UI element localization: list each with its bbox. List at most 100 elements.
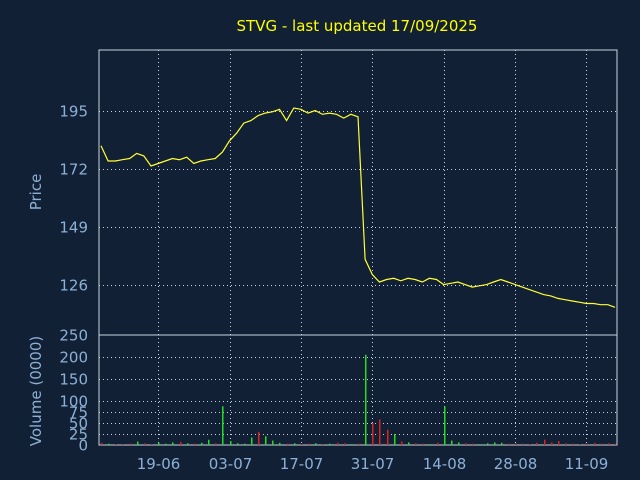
volume-bar (215, 443, 217, 445)
volume-bar (579, 444, 581, 445)
volume-bar (601, 443, 603, 445)
volume-bar (401, 441, 403, 445)
volume-bar (230, 441, 232, 445)
volume-bar (308, 443, 310, 445)
price-tick-labels: 195 172 149 126 (59, 103, 88, 295)
x-tick-label: 14-08 (423, 455, 467, 473)
volume-bar (394, 434, 396, 445)
volume-bar (194, 443, 196, 445)
x-tick-label: 11-09 (565, 455, 609, 473)
volume-bar (322, 444, 324, 445)
volume-bar (515, 443, 517, 445)
volume-bar (101, 442, 103, 445)
volume-tick-label: 200 (59, 349, 88, 367)
volume-bar (315, 443, 317, 445)
volume-bar (344, 443, 346, 445)
volume-tick-label: 150 (59, 371, 88, 389)
x-tick-label: 17-07 (280, 455, 324, 473)
volume-bar (237, 443, 239, 445)
volume-bar (180, 441, 182, 445)
volume-bar (615, 443, 617, 445)
volume-bar (586, 443, 588, 445)
volume-bar (115, 444, 117, 445)
volume-bar (130, 443, 132, 445)
price-line (100, 107, 616, 308)
volume-bar (244, 443, 246, 445)
volume-bar (379, 419, 381, 445)
volume-bar (294, 443, 296, 445)
volume-bar (465, 443, 467, 445)
volume-bar (508, 443, 510, 445)
volume-bar (279, 442, 281, 445)
volume-bar (151, 444, 153, 445)
volume-bar (172, 442, 174, 445)
volume-bar (572, 443, 574, 445)
volume-bar (158, 442, 160, 445)
price-tick-label: 126 (59, 277, 88, 295)
price-axis-label: Price (27, 174, 45, 211)
volume-bar (415, 443, 417, 445)
volume-bar (108, 443, 110, 445)
price-tick-label: 172 (59, 161, 88, 179)
price-tick-label: 195 (59, 103, 88, 121)
x-tick-label: 31-07 (351, 455, 395, 473)
volume-axis-label: Volume (0000) (27, 336, 45, 446)
volume-bar (487, 443, 489, 445)
price-tick-label: 149 (59, 219, 88, 237)
volume-bar (408, 442, 410, 445)
volume-bar (479, 444, 481, 445)
volume-bar (337, 442, 339, 445)
volume-bar (551, 442, 553, 445)
volume-bar (536, 442, 538, 445)
volume-tick-label: 250 (59, 327, 88, 345)
x-tick-label: 28-08 (494, 455, 538, 473)
volume-bar (329, 443, 331, 445)
volume-bar (251, 437, 253, 445)
volume-bar (287, 443, 289, 445)
volume-bar (372, 423, 374, 445)
volume-bar (544, 439, 546, 445)
volume-tick-label: 0 (78, 437, 88, 455)
volume-bar (444, 406, 446, 445)
volume-bar (529, 444, 531, 445)
volume-bar (437, 442, 439, 445)
volume-bar (494, 442, 496, 445)
volume-bar (208, 439, 210, 445)
volume-tick-label: 75 (69, 404, 88, 422)
volume-bar (144, 443, 146, 445)
volume-bar (429, 444, 431, 445)
volume-tick-label: 100 (59, 393, 88, 411)
volume-bar (458, 442, 460, 445)
volume-bar (222, 406, 224, 445)
volume-bars (101, 354, 617, 445)
volume-bar (358, 443, 360, 445)
volume-bar (472, 443, 474, 445)
chart-title: STVG - last updated 17/09/2025 (237, 17, 478, 35)
volume-bar (272, 440, 274, 445)
volume-bar (501, 442, 503, 445)
volume-bar (265, 436, 267, 445)
volume-bar (522, 443, 524, 445)
volume-bar (594, 442, 596, 445)
volume-bar (137, 441, 139, 445)
volume-bar (365, 354, 367, 445)
volume-tick-label: 25 (69, 426, 88, 444)
volume-bar (451, 440, 453, 445)
volume-bar (165, 443, 167, 445)
volume-tick-label: 50 (69, 415, 88, 433)
volume-bar (301, 444, 303, 445)
volume-bar (258, 431, 260, 445)
volume-bar (565, 443, 567, 445)
volume-bar (387, 429, 389, 445)
volume-bar (558, 441, 560, 445)
volume-bar (187, 443, 189, 445)
volume-bar (122, 444, 124, 445)
volume-bar (351, 444, 353, 445)
x-tick-label: 03-07 (209, 455, 253, 473)
volume-bar (608, 443, 610, 445)
volume-bar (422, 443, 424, 445)
x-tick-labels: 19-06 03-07 17-07 31-07 14-08 28-08 11-09 (137, 455, 609, 473)
